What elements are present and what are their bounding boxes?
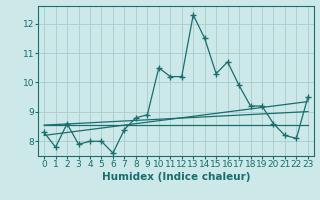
X-axis label: Humidex (Indice chaleur): Humidex (Indice chaleur)	[102, 172, 250, 182]
